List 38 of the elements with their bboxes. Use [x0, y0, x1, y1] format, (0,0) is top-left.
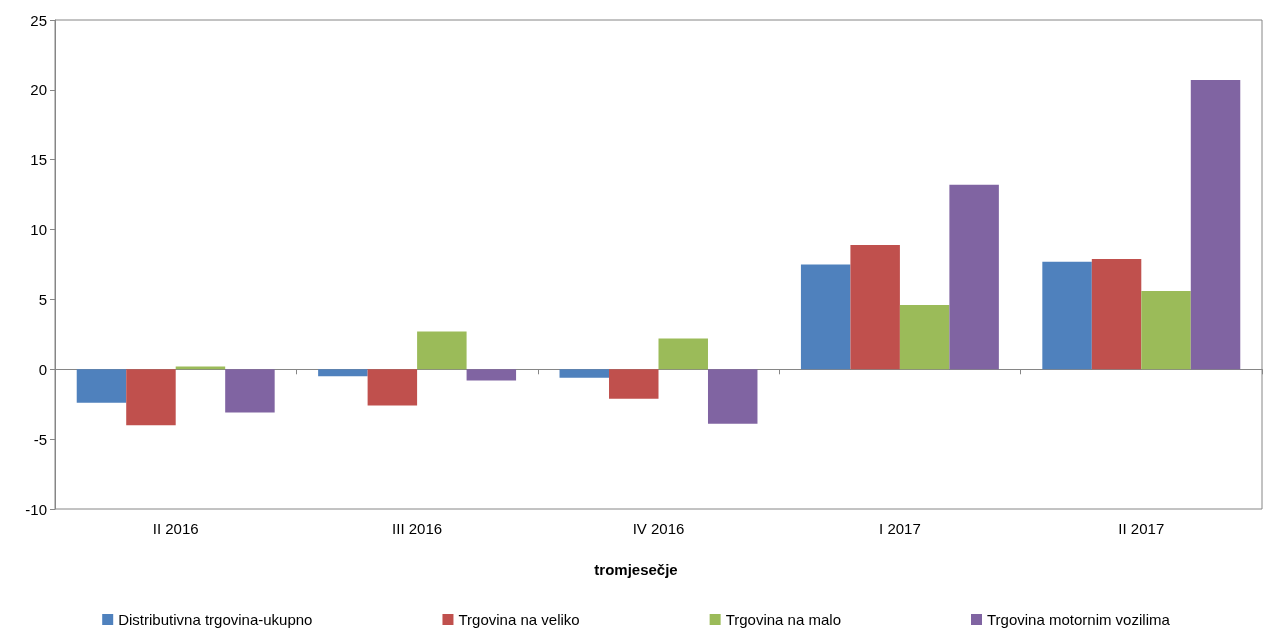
x-tick-label: I 2017 [879, 520, 921, 537]
bar [76, 369, 127, 403]
x-tick-label: III 2016 [392, 520, 443, 537]
bar [175, 366, 226, 370]
legend-label: Trgovina motornim vozilima [986, 611, 1171, 628]
bar [367, 369, 418, 406]
bar [318, 369, 368, 377]
y-tick-label: -5 [33, 430, 47, 448]
y-tick-label: 5 [38, 290, 47, 308]
bar [899, 305, 950, 370]
bar [707, 369, 758, 424]
bar [658, 338, 708, 370]
bar [126, 369, 176, 426]
legend-label: Distributivna trgovina-ukupno [118, 611, 313, 628]
x-tick-label: II 2017 [1118, 520, 1165, 537]
y-tick-label: 20 [30, 81, 47, 99]
bar [1042, 261, 1092, 370]
y-tick-label: 10 [30, 221, 47, 239]
bar [609, 369, 659, 399]
bar [466, 369, 517, 381]
y-tick-label: 15 [30, 151, 47, 169]
bar [1190, 80, 1241, 370]
bar [1141, 291, 1191, 370]
x-tick-label: II 2016 [152, 520, 199, 537]
bar [800, 264, 851, 370]
legend-label: Trgovina na malo [725, 611, 841, 628]
bar [850, 244, 900, 370]
bar [949, 184, 999, 370]
y-tick-label: -10 [25, 500, 47, 518]
bar [559, 369, 610, 378]
x-axis-title: tromjesečje [594, 561, 678, 578]
legend-label: Trgovina na veliko [458, 611, 580, 628]
y-tick-label: 25 [30, 11, 47, 29]
x-tick-label: IV 2016 [632, 520, 685, 537]
bar [417, 331, 467, 370]
bar [225, 369, 275, 413]
bar [1091, 258, 1142, 370]
y-tick-label: 0 [38, 360, 47, 378]
